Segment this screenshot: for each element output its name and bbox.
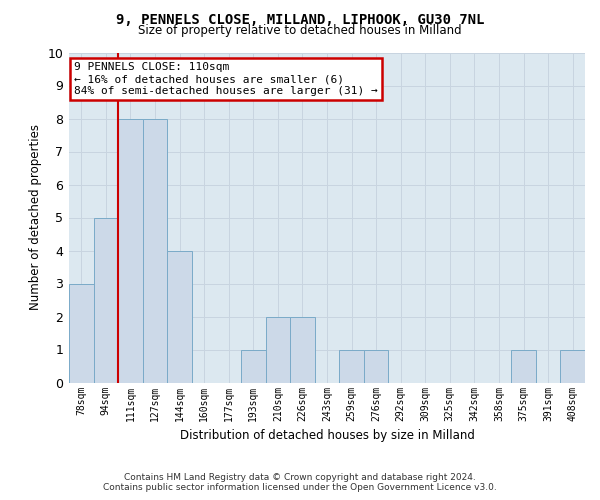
Bar bbox=[69, 284, 94, 382]
Bar bbox=[560, 350, 585, 382]
Y-axis label: Number of detached properties: Number of detached properties bbox=[29, 124, 42, 310]
Bar bbox=[511, 350, 536, 382]
Bar bbox=[94, 218, 118, 382]
Text: Contains HM Land Registry data © Crown copyright and database right 2024.
Contai: Contains HM Land Registry data © Crown c… bbox=[103, 473, 497, 492]
Text: 9, PENNELS CLOSE, MILLAND, LIPHOOK, GU30 7NL: 9, PENNELS CLOSE, MILLAND, LIPHOOK, GU30… bbox=[116, 12, 484, 26]
Bar bbox=[167, 250, 192, 382]
Bar bbox=[339, 350, 364, 382]
X-axis label: Distribution of detached houses by size in Milland: Distribution of detached houses by size … bbox=[179, 429, 475, 442]
Bar bbox=[364, 350, 388, 382]
Bar bbox=[290, 316, 315, 382]
Text: 9 PENNELS CLOSE: 110sqm
← 16% of detached houses are smaller (6)
84% of semi-det: 9 PENNELS CLOSE: 110sqm ← 16% of detache… bbox=[74, 62, 378, 96]
Bar bbox=[143, 118, 167, 382]
Bar bbox=[266, 316, 290, 382]
Text: Size of property relative to detached houses in Milland: Size of property relative to detached ho… bbox=[138, 24, 462, 37]
Bar bbox=[118, 118, 143, 382]
Bar bbox=[241, 350, 266, 382]
